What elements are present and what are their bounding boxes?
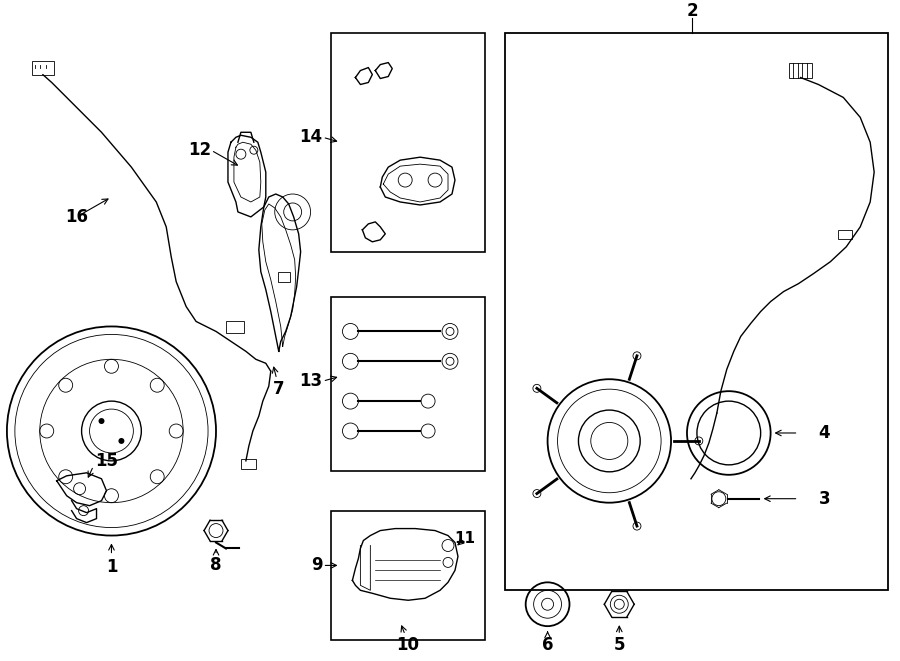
Bar (32, 61, 54, 75)
Text: 2: 2 (686, 2, 698, 20)
Bar (226, 321, 244, 333)
Text: 3: 3 (818, 490, 830, 508)
Text: 14: 14 (300, 128, 322, 146)
Text: 4: 4 (818, 424, 830, 442)
Circle shape (98, 418, 104, 424)
Bar (241, 459, 256, 469)
Bar (330, 32, 485, 252)
Bar (330, 297, 485, 471)
Bar (551, 382, 668, 500)
Bar (278, 272, 290, 282)
Text: 6: 6 (542, 636, 554, 654)
Text: 16: 16 (65, 208, 88, 226)
Bar (505, 32, 888, 590)
Text: 8: 8 (211, 557, 221, 574)
Text: 12: 12 (188, 141, 211, 159)
Text: 15: 15 (95, 452, 118, 470)
Text: 1: 1 (105, 559, 117, 576)
Text: 5: 5 (614, 636, 625, 654)
Text: 9: 9 (310, 557, 322, 574)
Text: 7: 7 (273, 380, 284, 398)
Text: 13: 13 (300, 372, 322, 390)
Circle shape (119, 438, 124, 444)
Bar (788, 63, 813, 77)
Text: 10: 10 (397, 636, 419, 654)
Bar (330, 511, 485, 640)
Bar (838, 230, 852, 239)
Text: 11: 11 (454, 531, 475, 546)
